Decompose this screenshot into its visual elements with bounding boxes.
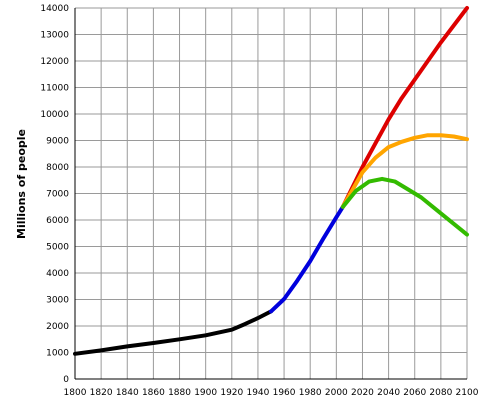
y-tick-label: 5000: [46, 243, 69, 253]
y-tick-label: 14000: [40, 4, 69, 14]
axes: [74, 8, 467, 380]
x-tick-label: 1940: [246, 388, 269, 398]
x-tick-label: 1800: [64, 388, 87, 398]
x-tick-label: 1840: [116, 388, 139, 398]
historical-series-line: [73, 309, 273, 356]
y-tick-label: 4000: [46, 269, 69, 279]
modern-growth-series-line: [269, 204, 345, 314]
x-tick-label: 2060: [403, 388, 426, 398]
x-tick-label: 1880: [168, 388, 191, 398]
x-tick-label: 1900: [194, 388, 217, 398]
y-tick-label: 1000: [46, 349, 69, 359]
y-tick-label: 8000: [46, 163, 69, 173]
y-tick-label: 13000: [40, 31, 69, 41]
x-tick-label: 2000: [325, 388, 348, 398]
x-tick-label: 1860: [142, 388, 165, 398]
y-tick-label: 9000: [46, 137, 69, 147]
high-projection-series-line: [340, 6, 469, 209]
x-tick-label: 2040: [377, 388, 400, 398]
medium-projection-series-line: [340, 133, 469, 209]
x-tick-labels: 1800 1820 1840 1860 1880 1900 1920 1940 1960 1980…: [64, 388, 479, 398]
x-tick-label: 1960: [273, 388, 296, 398]
y-tick-label: 11000: [40, 84, 69, 94]
x-tick-label: 1980: [299, 388, 322, 398]
x-tick-label: 1820: [90, 388, 113, 398]
y-tick-label: 12000: [40, 57, 69, 67]
y-tick-label: 0: [63, 375, 69, 385]
y-tick-label: 7000: [46, 190, 69, 200]
y-tick-label: 3000: [46, 296, 69, 306]
series-group: [73, 6, 469, 356]
y-tick-label: 2000: [46, 322, 69, 332]
y-tick-label: 10000: [40, 110, 69, 120]
y-axis-label: Millions of people: [15, 129, 28, 239]
y-tick-label: 6000: [46, 216, 69, 226]
x-tick-label: 2080: [429, 388, 452, 398]
low-projection-series-line: [340, 176, 469, 237]
x-tick-label: 2100: [456, 388, 479, 398]
horizontal-gridlines: [75, 7, 467, 353]
x-tick-label: 2020: [351, 388, 374, 398]
x-tick-label: 1920: [220, 388, 243, 398]
y-tick-labels: 0 1000 2000 3000 4000 5000 6000 7000 8000 9000 100…: [40, 4, 69, 385]
